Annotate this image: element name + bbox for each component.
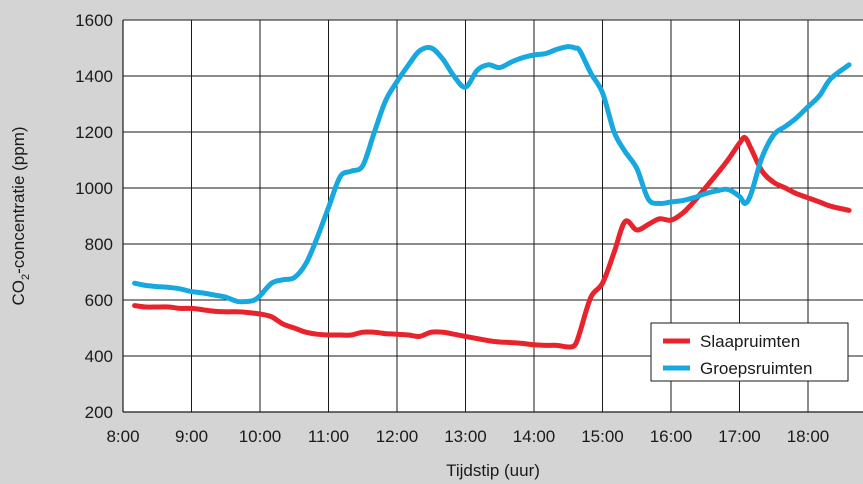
y-tick-label: 200 — [85, 403, 113, 422]
legend-label-groepsruimten: Groepsruimten — [700, 359, 812, 378]
y-tick-label: 1200 — [75, 123, 113, 142]
y-tick-label: 1000 — [75, 179, 113, 198]
x-tick-label: 16:00 — [650, 427, 693, 446]
x-axis-ticks: 8:00 9:00 10:00 11:00 12:00 13:00 14:00 15:00 16… — [106, 427, 829, 446]
x-tick-label: 18:00 — [787, 427, 830, 446]
y-axis-label-subscript: 2 — [20, 274, 32, 280]
legend: Slaapruimten Groepsruimten — [650, 322, 849, 382]
y-axis-label-main: CO — [9, 280, 28, 306]
x-tick-label: 9:00 — [175, 427, 208, 446]
legend-label-slaapruimten: Slaapruimten — [700, 332, 800, 351]
x-axis-label: Tijdstip (uur) — [446, 461, 540, 480]
x-tick-label: 13:00 — [444, 427, 487, 446]
x-tick-label: 17:00 — [718, 427, 761, 446]
x-tick-label: 15:00 — [581, 427, 624, 446]
x-tick-label: 10:00 — [239, 427, 282, 446]
series-line-groepsruimten — [132, 44, 852, 305]
legend-box — [650, 322, 849, 382]
y-axis-ticks: 200 400 600 800 1000 1200 1400 1600 — [75, 11, 113, 422]
y-tick-label: 400 — [85, 347, 113, 366]
x-tick-label: 8:00 — [106, 427, 139, 446]
x-tick-label: 14:00 — [513, 427, 556, 446]
y-axis-label: CO2-concentratie (ppm) — [9, 126, 32, 305]
y-tick-label: 800 — [85, 235, 113, 254]
y-tick-label: 600 — [85, 291, 113, 310]
series-line-slaapruimten — [132, 134, 852, 350]
y-tick-label: 1400 — [75, 67, 113, 86]
x-tick-label: 11:00 — [308, 427, 349, 446]
series-group — [132, 44, 852, 350]
x-tick-label: 12:00 — [376, 427, 419, 446]
y-tick-label: 1600 — [75, 11, 113, 30]
y-axis-label-rest: -concentratie (ppm) — [9, 126, 28, 273]
